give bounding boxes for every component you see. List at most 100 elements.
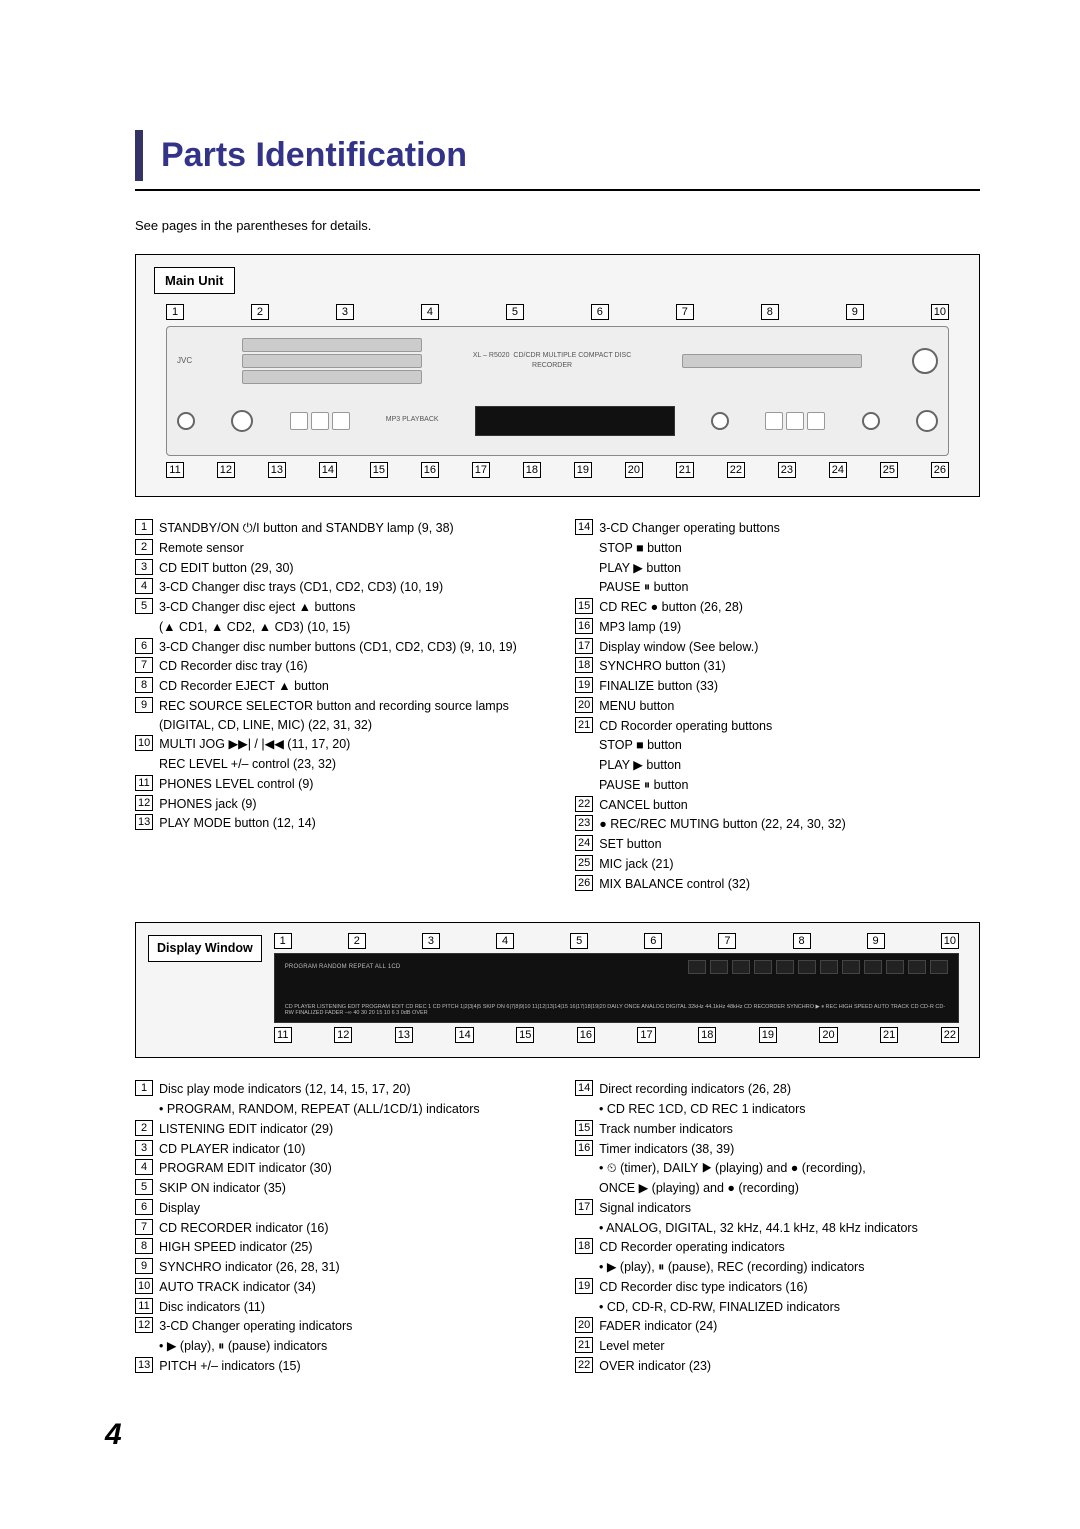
list-item: 1Disc play mode indicators (12, 14, 15, …	[135, 1080, 540, 1099]
list-item: ONCE ▶ (playing) and ● (recording)	[599, 1179, 980, 1198]
list-item: • CD, CD-R, CD-RW, FINALIZED indicators	[599, 1298, 980, 1317]
list-item-text: • ANALOG, DIGITAL, 32 kHz, 44.1 kHz, 48 …	[599, 1219, 918, 1238]
list-item-text: • CD, CD-R, CD-RW, FINALIZED indicators	[599, 1298, 840, 1317]
list-item: STOP ■ button	[599, 736, 980, 755]
list-item: 26MIX BALANCE control (32)	[575, 875, 980, 894]
callout-number: 15	[370, 462, 388, 478]
list-item-text: SYNCHRO button (31)	[599, 657, 725, 676]
list-item-text: PAUSE ⏸ button	[599, 776, 688, 795]
list-item-number: 10	[135, 1278, 153, 1294]
list-item: PAUSE ⏸ button	[599, 776, 980, 795]
list-item-text: CD Recorder disc tray (16)	[159, 657, 308, 676]
callout-number: 14	[455, 1027, 473, 1043]
callout-number: 9	[846, 304, 864, 320]
list-item-number: 3	[135, 559, 153, 575]
callout-number: 20	[625, 462, 643, 478]
callout-number: 18	[698, 1027, 716, 1043]
display-right-column: 14Direct recording indicators (26, 28) • …	[575, 1080, 980, 1376]
list-item-text: Disc indicators (11)	[159, 1298, 265, 1317]
list-item: 21CD Rocorder operating buttons	[575, 717, 980, 736]
list-item-text: OVER indicator (23)	[599, 1357, 711, 1376]
list-item: 11PHONES LEVEL control (9)	[135, 775, 540, 794]
list-item: 20FADER indicator (24)	[575, 1317, 980, 1336]
callout-number: 22	[941, 1027, 959, 1043]
main-left-column: 1STANDBY/ON ⏻/I button and STANDBY lamp …	[135, 519, 540, 894]
callout-number: 6	[644, 933, 662, 949]
list-item-text: STOP ■ button	[599, 539, 682, 558]
list-item-number: 22	[575, 1357, 593, 1373]
list-item-text: • PROGRAM, RANDOM, REPEAT (ALL/1CD/1) in…	[159, 1100, 480, 1119]
list-item: 16Timer indicators (38, 39)	[575, 1140, 980, 1159]
list-item-text: Display	[159, 1199, 200, 1218]
list-item-number: 2	[135, 1120, 153, 1136]
list-item: 23● REC/REC MUTING button (22, 24, 30, 3…	[575, 815, 980, 834]
callout-number: 6	[591, 304, 609, 320]
list-item-number: 13	[135, 1357, 153, 1373]
display-window-label: Display Window	[148, 935, 262, 962]
list-item-number: 24	[575, 835, 593, 851]
list-item: 53-CD Changer disc eject ▲ buttons	[135, 598, 540, 617]
callout-number: 13	[395, 1027, 413, 1043]
list-item: • PROGRAM, RANDOM, REPEAT (ALL/1CD/1) in…	[159, 1100, 540, 1119]
list-item: PLAY ▶ button	[599, 756, 980, 775]
list-item-text: CD PLAYER indicator (10)	[159, 1140, 305, 1159]
callout-number: 20	[819, 1027, 837, 1043]
list-item: • ▶ (play), ⏸ (pause) indicators	[159, 1337, 540, 1356]
main-unit-diagram: Main Unit 12345678910 JVC XL – R5020 CD/…	[135, 254, 980, 498]
list-item: 17Signal indicators	[575, 1199, 980, 1218]
list-item-number: 19	[575, 1278, 593, 1294]
list-item: 3CD PLAYER indicator (10)	[135, 1140, 540, 1159]
list-item: 15CD REC ● button (26, 28)	[575, 598, 980, 617]
list-item: • ▶ (play), ⏸ (pause), REC (recording) i…	[599, 1258, 980, 1277]
list-item-text: Timer indicators (38, 39)	[599, 1140, 734, 1159]
list-item-text: 3-CD Changer disc eject ▲ buttons	[159, 598, 356, 617]
list-item: 7CD RECORDER indicator (16)	[135, 1219, 540, 1238]
callout-number: 11	[274, 1027, 292, 1043]
list-item-text: Track number indicators	[599, 1120, 733, 1139]
list-item: 16MP3 lamp (19)	[575, 618, 980, 637]
display-window-lists: 1Disc play mode indicators (12, 14, 15, …	[135, 1080, 980, 1376]
list-item: 12PHONES jack (9)	[135, 795, 540, 814]
callout-number: 21	[880, 1027, 898, 1043]
list-item-text: STOP ■ button	[599, 736, 682, 755]
list-item-number: 2	[135, 539, 153, 555]
list-item: 24SET button	[575, 835, 980, 854]
list-item: 25MIC jack (21)	[575, 855, 980, 874]
list-item-number: 7	[135, 1219, 153, 1235]
list-item-text: MP3 lamp (19)	[599, 618, 681, 637]
list-item: 2 LISTENING EDIT indicator (29)	[135, 1120, 540, 1139]
list-item-number: 11	[135, 775, 153, 791]
callout-number: 2	[348, 933, 366, 949]
list-item-text: REC LEVEL +/– control (23, 32)	[159, 755, 336, 774]
list-item-text: CD Recorder disc type indicators (16)	[599, 1278, 807, 1297]
callout-number: 17	[637, 1027, 655, 1043]
display-window-diagram: Display Window 12345678910 PROGRAM RANDO…	[135, 922, 980, 1058]
list-item-text: MULTI JOG ▶▶| / |◀◀ (11, 17, 20)	[159, 735, 350, 754]
list-item: 15Track number indicators	[575, 1120, 980, 1139]
list-item-text: • ⏲ (timer), DAILY ▶ (playing) and ● (re…	[599, 1159, 866, 1178]
callout-number: 7	[676, 304, 694, 320]
list-item: 123-CD Changer operating indicators	[135, 1317, 540, 1336]
list-item-number: 4	[135, 578, 153, 594]
callout-number: 1	[274, 933, 292, 949]
list-item: 2Remote sensor	[135, 539, 540, 558]
list-item-text: PLAY MODE button (12, 14)	[159, 814, 316, 833]
list-item-text: MIC jack (21)	[599, 855, 673, 874]
callout-number: 13	[268, 462, 286, 478]
list-item: PAUSE ⏸ button	[599, 578, 980, 597]
display-top-callouts: 12345678910	[274, 933, 959, 949]
list-item: • ANALOG, DIGITAL, 32 kHz, 44.1 kHz, 48 …	[599, 1219, 980, 1238]
callout-number: 4	[496, 933, 514, 949]
list-item: 14Direct recording indicators (26, 28)	[575, 1080, 980, 1099]
list-item-text: PLAY ▶ button	[599, 559, 681, 578]
list-item: 18SYNCHRO button (31)	[575, 657, 980, 676]
list-item-text: (▲ CD1, ▲ CD2, ▲ CD3) (10, 15)	[159, 618, 350, 637]
list-item-number: 21	[575, 1337, 593, 1353]
list-item-text: LISTENING EDIT indicator (29)	[159, 1120, 333, 1139]
list-item-text: REC SOURCE SELECTOR button and recording…	[159, 697, 540, 735]
page-title: Parts Identification	[161, 130, 980, 181]
callout-number: 5	[570, 933, 588, 949]
callout-number: 3	[422, 933, 440, 949]
list-item-number: 20	[575, 1317, 593, 1333]
list-item-number: 12	[135, 1317, 153, 1333]
